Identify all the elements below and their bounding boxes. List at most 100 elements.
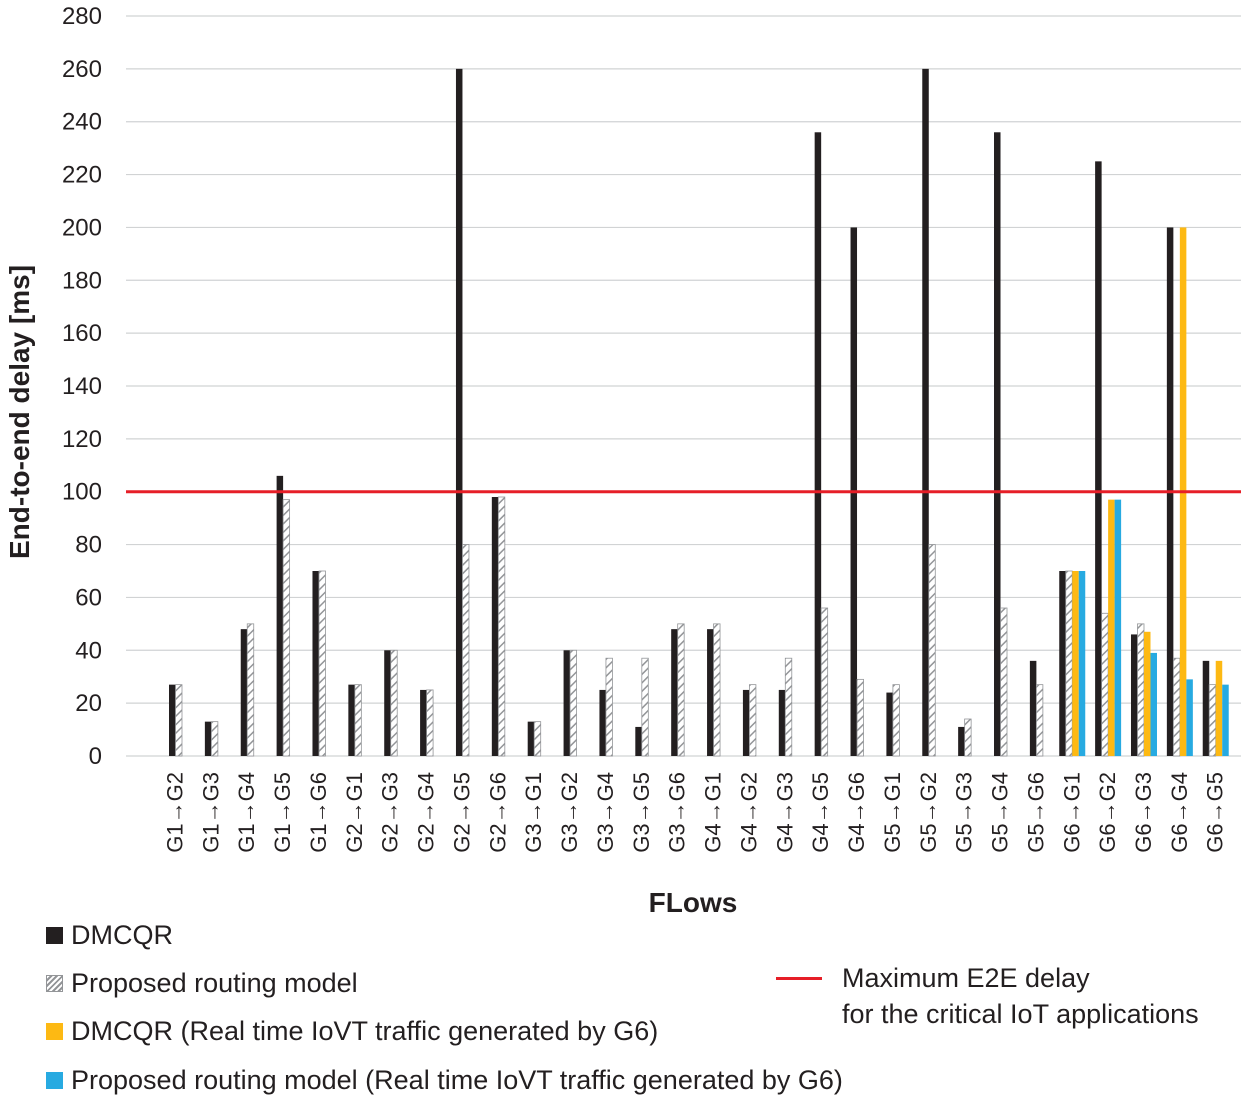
bar-proposed <box>677 623 685 757</box>
x-tick-label: G2→G6 <box>485 772 510 853</box>
bar-proposed <box>892 684 900 757</box>
bar-proposed <box>1172 657 1181 757</box>
bar-dmcqr <box>671 629 678 756</box>
y-axis-title: End-to-end delay [ms] <box>4 265 35 559</box>
bar-dmcqr <box>491 497 499 756</box>
bar-proposed <box>820 607 829 757</box>
bar-proposed <box>1137 623 1145 757</box>
bar-dmcqr <box>384 650 391 756</box>
x-tick-label: G6→G2 <box>1095 772 1120 853</box>
bar-proposed <box>426 689 434 757</box>
y-tick-label: 40 <box>75 637 102 664</box>
bar-proposed <box>1035 684 1044 757</box>
bar-dmcqr <box>1059 571 1066 756</box>
x-tick-label: G1→G3 <box>198 772 223 853</box>
legend-swatch-proposed-iovt <box>46 1071 63 1089</box>
bar-proposed-iovt <box>1150 652 1157 756</box>
y-tick-label: 220 <box>62 162 102 189</box>
legend-label-proposed-iovt: Proposed routing model (Real time IoVT t… <box>71 1064 843 1095</box>
bar-dmcqr <box>563 650 571 756</box>
chart-area: 020406080100120140160180200220240260280 … <box>4 3 1241 918</box>
bar-dmcqr <box>348 684 355 756</box>
bar-proposed-iovt <box>1186 679 1193 756</box>
bar-dmcqr <box>169 684 176 756</box>
legend-item-dmcqr-iovt: DMCQR (Real time IoVT traffic generated … <box>46 1014 658 1048</box>
x-tick-label: G4→G1 <box>701 772 726 853</box>
bar-proposed <box>964 718 972 757</box>
x-axis-ticks: G1→G2 G1→G3 G1→G4 G1→G5 G1→G6 G2→G1 G2→G3 G2→G4… <box>163 772 1228 853</box>
y-tick-label: 0 <box>89 743 102 770</box>
x-tick-label: G3→G6 <box>665 772 690 853</box>
x-tick-label: G2→G1 <box>342 772 367 853</box>
legend-label-dmcqr-iovt: DMCQR (Real time IoVT traffic generated … <box>71 1015 659 1046</box>
bar-dmcqr <box>922 68 929 757</box>
bar-dmcqr <box>1202 660 1210 756</box>
x-tick-label: G1→G2 <box>163 772 188 853</box>
legend-label-proposed: Proposed routing model <box>71 967 358 998</box>
bar-dmcqr <box>204 721 212 756</box>
bar-dmcqr <box>240 629 248 756</box>
y-tick-label: 60 <box>75 584 102 611</box>
bar-proposed <box>318 570 326 757</box>
x-tick-label: G3→G1 <box>521 772 546 853</box>
y-tick-label: 120 <box>62 426 102 453</box>
bar-dmcqr <box>599 689 606 756</box>
x-tick-label: G3→G4 <box>593 772 618 853</box>
legend-swatch-dmcqr-iovt <box>46 1022 63 1040</box>
bars <box>169 68 1229 757</box>
x-tick-label: G1→G5 <box>270 772 295 853</box>
bar-dmcqr <box>312 571 319 756</box>
y-tick-label: 180 <box>62 267 102 294</box>
bar-dmcqr <box>886 692 893 756</box>
bar-proposed-iovt <box>1222 684 1229 756</box>
x-tick-label: G4→G6 <box>844 772 869 853</box>
bar-dmcqr-iovt <box>1108 499 1115 756</box>
bar-dmcqr <box>958 726 965 756</box>
x-tick-label: G2→G3 <box>378 772 403 853</box>
bar-dmcqr <box>1130 634 1138 756</box>
reference-line-label-line2: for the critical IoT applications <box>842 999 1199 1029</box>
legend-item-dmcqr: DMCQR <box>46 918 173 952</box>
bar-proposed <box>210 721 219 757</box>
bar-dmcqr <box>1029 660 1037 756</box>
bar-proposed <box>354 684 362 757</box>
y-tick-label: 240 <box>62 109 102 136</box>
bar-proposed <box>928 544 936 757</box>
y-tick-label: 140 <box>62 373 102 400</box>
bar-dmcqr <box>707 629 714 756</box>
y-tick-label: 20 <box>75 690 102 717</box>
x-tick-label: G2→G4 <box>414 772 439 853</box>
bar-dmcqr <box>742 689 750 756</box>
bar-dmcqr <box>814 132 822 757</box>
bar-proposed <box>1000 607 1008 757</box>
bar-proposed <box>605 657 613 757</box>
bar-proposed <box>641 657 649 757</box>
y-tick-label: 100 <box>62 479 102 506</box>
reference-line-label-line1: Maximum E2E delay <box>842 963 1090 993</box>
bar-proposed <box>175 684 183 757</box>
bar-dmcqr-iovt <box>1072 571 1079 756</box>
x-tick-label: G4→G3 <box>772 772 797 853</box>
y-tick-label: 160 <box>62 320 102 347</box>
x-tick-label: G5→G6 <box>1023 772 1048 853</box>
bar-dmcqr <box>527 721 535 756</box>
y-axis-ticks: 0 20 40 60 80 100 120 140 160 180 200 220 240 260 280 <box>62 3 102 770</box>
legend-item-proposed: Proposed routing model <box>46 966 358 1000</box>
x-tick-label: G1→G6 <box>306 772 331 853</box>
x-tick-label: G4→G5 <box>808 772 833 853</box>
bar-dmcqr <box>276 475 284 756</box>
y-tick-label: 280 <box>62 3 102 30</box>
bar-proposed <box>390 649 398 757</box>
bar-proposed <box>282 499 291 757</box>
y-tick-label: 200 <box>62 214 102 241</box>
legend-swatch-proposed <box>46 974 63 992</box>
x-tick-label: G3→G2 <box>557 772 582 853</box>
bar-proposed <box>462 544 470 757</box>
bar-dmcqr <box>778 689 786 756</box>
bar-dmcqr <box>420 689 427 756</box>
bar-proposed <box>497 496 506 757</box>
x-tick-label: G1→G4 <box>234 772 259 853</box>
bar-dmcqr <box>994 132 1001 757</box>
bar-proposed <box>1101 612 1109 757</box>
legend-item-proposed-iovt: Proposed routing model (Real time IoVT t… <box>46 1063 843 1097</box>
